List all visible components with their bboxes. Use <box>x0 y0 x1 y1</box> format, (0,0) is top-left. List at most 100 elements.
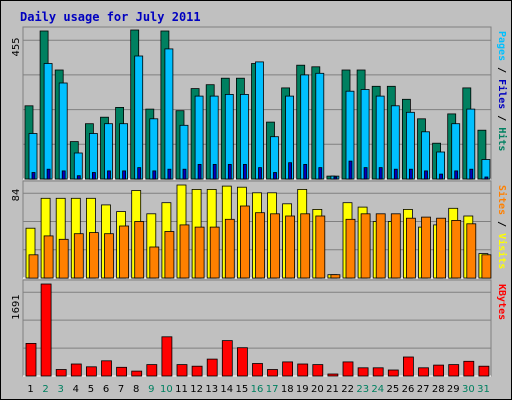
bar-kbytes-day-19 <box>297 363 309 377</box>
bar-sites-day-21 <box>330 274 341 279</box>
day-label-26: 26 <box>402 384 415 395</box>
bar-pages-day-11 <box>182 168 187 180</box>
bar-pages-day-23 <box>363 167 368 180</box>
legend-item-visits-2: Visits <box>496 233 508 269</box>
bar-kbytes-day-25 <box>387 369 399 377</box>
bar-files-day-24 <box>375 95 385 180</box>
bar-pages-day-25 <box>393 168 398 180</box>
bar-sites-day-18 <box>285 215 296 279</box>
bar-pages-day-27 <box>424 170 428 180</box>
bar-pages-day-29 <box>454 170 459 180</box>
bar-sites-day-31 <box>481 254 492 279</box>
bar-pages-day-18 <box>288 162 293 180</box>
bar-files-day-8 <box>134 55 144 180</box>
bar-kbytes-day-10 <box>161 336 173 377</box>
bar-files-day-10 <box>164 48 174 180</box>
bar-kbytes-day-29 <box>448 364 460 377</box>
panel-visits: 84 Sites / Visits <box>11 180 508 279</box>
day-label-20: 20 <box>311 384 324 395</box>
bar-kbytes-day-17 <box>267 369 278 377</box>
bar-files-day-3 <box>58 82 68 180</box>
bar-sites-day-12 <box>194 226 205 279</box>
day-label-4: 4 <box>73 384 79 395</box>
bar-kbytes-day-2 <box>40 283 52 377</box>
day-label-28: 28 <box>432 384 445 395</box>
bar-sites-day-22 <box>345 218 356 279</box>
day-label-18: 18 <box>281 384 294 395</box>
day-label-2: 2 <box>42 384 48 395</box>
bar-sites-day-26 <box>405 217 416 279</box>
legend-item-hits-3: / <box>496 109 507 127</box>
legend-hits: Pages / Files / Hits <box>496 31 508 151</box>
bar-pages-day-14 <box>227 163 232 180</box>
day-label-24: 24 <box>371 384 384 395</box>
day-label-25: 25 <box>387 384 400 395</box>
bar-kbytes-day-4 <box>70 363 82 377</box>
bar-kbytes-day-7 <box>116 366 127 377</box>
bar-kbytes-day-21 <box>327 373 339 377</box>
bar-files-day-4 <box>73 152 83 180</box>
bar-kbytes-day-18 <box>282 361 294 377</box>
day-label-9: 9 <box>148 384 154 395</box>
bar-kbytes-day-11 <box>176 364 188 377</box>
bar-kbytes-day-27 <box>418 367 429 377</box>
bar-pages-day-12 <box>197 163 202 180</box>
bar-kbytes-day-22 <box>342 361 354 377</box>
panel-background <box>22 279 492 377</box>
bar-pages-day-15 <box>242 163 247 180</box>
bar-pages-day-17 <box>273 172 277 180</box>
bar-sites-day-15 <box>239 205 250 279</box>
bar-kbytes-day-16 <box>252 363 263 377</box>
day-label-16: 16 <box>251 384 264 395</box>
bar-sites-day-25 <box>390 213 401 279</box>
day-label-19: 19 <box>296 384 309 395</box>
bar-sites-day-14 <box>224 218 235 279</box>
bar-pages-day-21 <box>333 176 338 180</box>
legend-item-hits-4: Hits <box>496 127 508 151</box>
bar-kbytes-day-14 <box>221 340 233 377</box>
bar-kbytes-day-1 <box>25 342 37 377</box>
day-label-31: 31 <box>477 384 490 395</box>
bar-sites-day-9 <box>149 246 160 279</box>
legend-item-hits-1: / <box>496 61 507 79</box>
bar-files-day-31 <box>481 159 491 180</box>
bar-sites-day-3 <box>58 238 69 279</box>
legend-item-visits-0: Sites <box>496 185 508 215</box>
bar-files-day-25 <box>390 105 400 180</box>
legend-kbytes: KBytes <box>496 284 507 320</box>
day-label-29: 29 <box>447 384 460 395</box>
bar-pages-day-10 <box>167 168 172 180</box>
bar-sites-day-16 <box>255 212 265 279</box>
bar-pages-day-3 <box>61 170 66 180</box>
bar-kbytes-day-3 <box>55 369 67 377</box>
legend-item-hits-0: Pages <box>496 31 507 61</box>
bar-files-day-19 <box>300 74 310 180</box>
day-label-11: 11 <box>175 384 188 395</box>
bar-pages-day-4 <box>76 175 81 180</box>
day-label-3: 3 <box>58 384 64 395</box>
bar-kbytes-day-28 <box>433 364 445 377</box>
legend-item-hits-2: Files <box>496 79 508 109</box>
bar-sites-day-28 <box>436 217 447 279</box>
scale-max-label-kbytes: 1691 <box>11 294 22 319</box>
day-label-14: 14 <box>220 384 233 395</box>
bar-kbytes-day-8 <box>131 370 143 377</box>
bar-files-day-30 <box>466 108 476 180</box>
bar-pages-day-30 <box>469 168 474 180</box>
day-label-27: 27 <box>417 384 430 395</box>
bar-sites-day-7 <box>119 225 129 279</box>
bar-kbytes-day-15 <box>236 347 248 377</box>
bar-kbytes-day-12 <box>191 365 203 377</box>
bar-sites-day-8 <box>134 221 145 279</box>
bar-kbytes-day-30 <box>463 360 475 377</box>
bar-sites-day-13 <box>209 226 220 279</box>
day-label-15: 15 <box>236 384 249 395</box>
bar-pages-day-22 <box>348 160 353 180</box>
bar-kbytes-day-5 <box>86 366 97 377</box>
bar-kbytes-day-9 <box>146 364 158 377</box>
day-label-5: 5 <box>88 384 94 395</box>
day-label-12: 12 <box>190 384 203 395</box>
legend-item-visits-1: / <box>496 215 507 233</box>
bar-files-day-20 <box>315 72 325 180</box>
